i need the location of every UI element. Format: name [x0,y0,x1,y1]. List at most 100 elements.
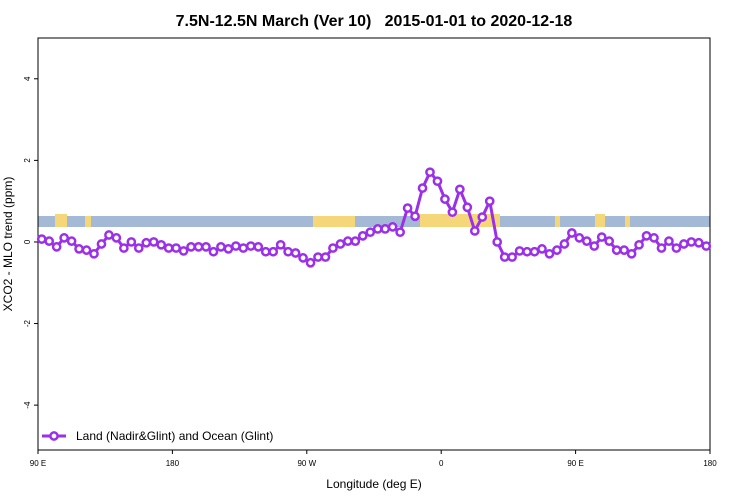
point [537,244,547,254]
point [186,242,196,252]
point [81,245,92,255]
point [156,239,167,250]
y-axis-label: XCO2 - MLO trend (ppm) [1,177,15,312]
point [66,236,77,246]
y-tick-label: 4 [23,76,32,81]
point [126,237,137,247]
point [596,232,607,242]
point [522,246,532,257]
point [223,244,234,254]
point [111,233,122,243]
point [268,246,279,257]
land-patch [85,216,91,227]
point [193,242,204,252]
point [664,236,674,246]
point [447,207,458,218]
point [484,196,495,207]
point [253,242,264,252]
point [44,236,55,246]
point [671,243,682,253]
point [96,239,107,249]
land-patch [625,216,630,227]
point [231,241,241,251]
point [313,252,323,262]
point [387,222,398,232]
point [36,234,47,244]
y-tick-label: 2 [23,158,32,163]
chart-title: 7.5N-12.5N March (Ver 10) 2015-01-01 to … [176,13,573,30]
point [275,239,286,250]
point [133,243,144,253]
point [74,244,84,254]
point [641,230,652,241]
point [634,239,644,250]
point [290,248,301,258]
point [440,194,450,204]
point [544,248,555,259]
point [559,239,570,249]
point [626,248,637,259]
point [604,236,615,246]
point [380,224,391,234]
point [686,237,697,247]
point [701,241,712,251]
land-patch [555,216,560,227]
point [104,230,114,240]
x-tick-label: 90 E [567,459,583,468]
land-patch [595,214,605,227]
legend-marker [49,431,59,441]
ocean-band [38,216,710,227]
point [216,242,226,252]
point [59,233,69,243]
x-tick-label: 90 E [30,459,46,468]
land-patch [420,214,500,227]
point [425,167,435,178]
point [679,239,689,249]
point [178,246,189,256]
point [410,211,420,222]
point [298,253,308,263]
point [619,245,629,255]
y-tick-label: -4 [23,401,32,409]
point [305,257,316,268]
x-tick-label: 0 [439,459,444,468]
land-ocean-band [38,214,710,227]
point [693,237,704,248]
point [492,237,503,247]
legend-label: Land (Nadir&Glint) and Ocean (Glint) [76,429,273,443]
point [163,243,174,253]
point [507,252,517,262]
point [499,252,510,262]
point [208,246,219,257]
point [328,243,338,253]
x-tick-label: 180 [166,459,180,468]
land-patch [55,214,67,227]
point [529,246,540,257]
point [552,245,562,255]
point [245,241,256,251]
land-patch [313,216,355,227]
point [119,243,129,253]
point [469,226,480,236]
point [335,239,346,249]
point [365,227,376,238]
y-tick-label: 0 [23,239,32,244]
point [343,236,353,246]
point [417,183,428,193]
x-tick-label: 90 W [297,459,316,468]
point [141,237,152,248]
point [567,228,577,238]
point [350,236,361,246]
point [201,242,211,252]
point [260,246,271,257]
point [432,176,443,187]
point [171,243,181,253]
point [455,184,465,195]
point [148,237,159,247]
point [372,224,383,234]
point [574,233,585,243]
point [649,233,659,243]
point [581,236,592,246]
